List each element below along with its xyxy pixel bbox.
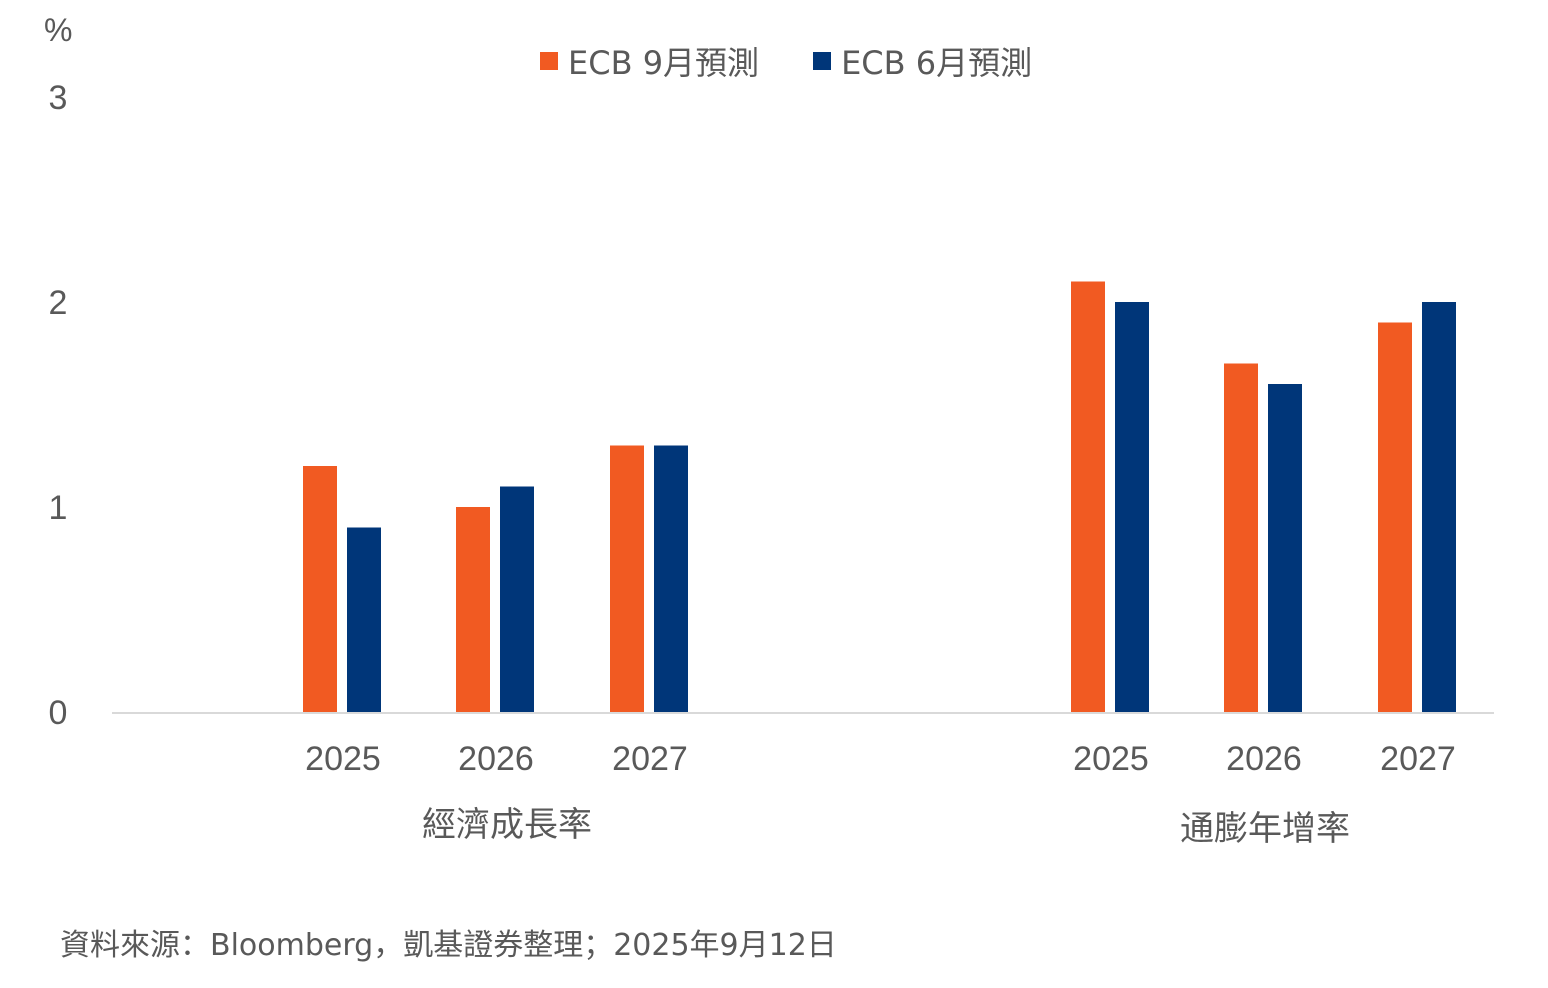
x-tick-label: 2027 xyxy=(612,740,688,778)
chart-legend: ECB 9月預測 ECB 6月預測 xyxy=(540,38,1086,84)
bar-jun-1-2027 xyxy=(1422,302,1456,712)
source-note: 資料來源：Bloomberg，凱基證券整理；2025年9月12日 xyxy=(60,928,837,963)
bar-sep-1-2027 xyxy=(1378,322,1412,712)
y-axis-unit-label: % xyxy=(44,12,73,48)
bar-jun-1-2025 xyxy=(1115,302,1149,712)
legend-item-sep-forecast: ECB 9月預測 xyxy=(540,38,759,84)
y-tick-label: 3 xyxy=(49,79,68,117)
legend-swatch-orange xyxy=(540,52,558,70)
legend-label: ECB 9月預測 xyxy=(568,44,760,82)
x-tick-label: 2026 xyxy=(458,740,534,778)
bar-jun-1-2026 xyxy=(1268,384,1302,712)
group-label: 經濟成長率 xyxy=(422,805,592,845)
legend-item-jun-forecast: ECB 6月預測 xyxy=(813,38,1032,84)
bar-sep-0-2025 xyxy=(303,466,337,712)
legend-label: ECB 6月預測 xyxy=(841,44,1033,82)
bar-jun-0-2026 xyxy=(500,486,534,712)
x-tick-label: 2025 xyxy=(1073,740,1149,778)
legend-swatch-navy xyxy=(813,52,832,70)
bar-sep-0-2027 xyxy=(610,445,644,712)
bar-jun-0-2027 xyxy=(654,445,688,712)
y-tick-label: 1 xyxy=(49,489,68,527)
bar-sep-1-2026 xyxy=(1224,363,1258,712)
x-tick-label: 2026 xyxy=(1226,740,1302,778)
bar-sep-0-2026 xyxy=(456,507,490,712)
group-label: 通膨年增率 xyxy=(1180,809,1350,849)
y-tick-label: 0 xyxy=(49,694,68,732)
x-tick-label: 2025 xyxy=(305,740,381,778)
bar-sep-1-2025 xyxy=(1071,281,1105,712)
y-tick-label: 2 xyxy=(49,284,68,322)
bar-chart: 0 1 2 3 2025 2026 2027 經濟成長率 2025 2026 2027 通膨年增率 xyxy=(49,79,1494,849)
bar-jun-0-2025 xyxy=(347,527,381,712)
x-tick-label: 2027 xyxy=(1380,740,1456,778)
